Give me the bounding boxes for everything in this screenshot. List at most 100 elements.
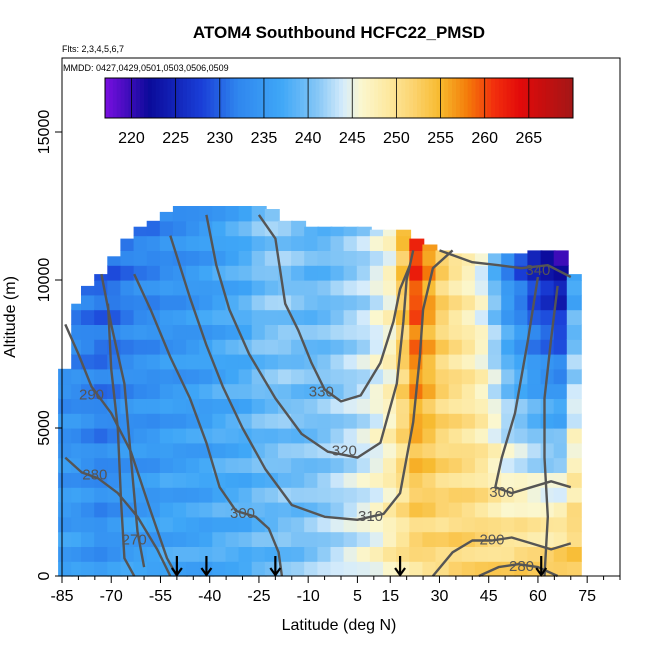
heat-cell bbox=[514, 280, 530, 296]
heat-cell bbox=[540, 457, 556, 473]
heat-cell bbox=[435, 280, 451, 296]
heat-cell bbox=[553, 546, 569, 562]
heat-cell bbox=[330, 309, 346, 325]
heat-cell bbox=[81, 487, 96, 503]
colorbar-tick-label: 245 bbox=[339, 130, 366, 147]
heat-cell bbox=[291, 220, 307, 237]
colorbar-swatch bbox=[444, 78, 449, 118]
heat-cell bbox=[133, 442, 149, 459]
heat-cell bbox=[238, 472, 254, 488]
heat-cell bbox=[540, 309, 556, 325]
heat-cell bbox=[448, 487, 464, 503]
x-tick-label: 5 bbox=[353, 588, 362, 605]
heat-cell bbox=[199, 280, 215, 296]
heat-cell bbox=[409, 546, 425, 562]
colorbar-swatch bbox=[417, 78, 422, 118]
heat-cell bbox=[146, 472, 162, 488]
heat-cell bbox=[251, 324, 267, 340]
heat-cell bbox=[488, 398, 503, 414]
colorbar-swatch bbox=[128, 78, 133, 118]
heat-cell bbox=[186, 516, 202, 533]
heat-cell bbox=[461, 339, 477, 355]
heat-cell bbox=[58, 546, 74, 562]
heat-cell bbox=[159, 487, 175, 503]
heat-cell bbox=[356, 235, 372, 251]
heat-cell bbox=[172, 457, 188, 473]
heat-cell bbox=[264, 324, 280, 340]
heat-column bbox=[448, 253, 464, 577]
colorbar-swatch bbox=[105, 78, 110, 118]
colorbar-swatch bbox=[526, 78, 531, 118]
colorbar-swatch bbox=[190, 78, 196, 118]
heat-cell bbox=[120, 324, 136, 340]
heat-cell bbox=[81, 309, 96, 325]
heat-cell bbox=[172, 235, 188, 251]
heat-column bbox=[317, 226, 333, 577]
heat-cell bbox=[488, 413, 503, 429]
heat-cell bbox=[317, 226, 333, 237]
heat-cell bbox=[212, 339, 228, 355]
colorbar-swatch bbox=[155, 78, 160, 118]
heat-cell bbox=[474, 309, 490, 325]
colorbar-swatch bbox=[214, 78, 219, 118]
heat-cell bbox=[501, 294, 517, 311]
heat-cell bbox=[317, 546, 333, 562]
heat-cell bbox=[172, 413, 188, 429]
heat-column bbox=[186, 206, 202, 577]
heat-cell bbox=[461, 502, 477, 518]
heat-cell bbox=[527, 324, 543, 340]
heat-cell bbox=[474, 339, 490, 355]
heat-cell bbox=[369, 531, 385, 547]
y-tick-label: 0 bbox=[36, 571, 53, 580]
heat-cell bbox=[317, 561, 333, 577]
heat-cell bbox=[238, 280, 254, 296]
colorbar-swatch bbox=[420, 78, 426, 118]
heat-cell bbox=[566, 472, 582, 488]
arrow-head bbox=[394, 567, 406, 577]
heat-cell bbox=[225, 487, 241, 503]
heat-cell bbox=[238, 457, 254, 473]
heat-cell bbox=[186, 235, 202, 251]
heat-cell bbox=[58, 428, 74, 444]
heat-cell bbox=[501, 472, 517, 488]
colorbar-swatch bbox=[495, 78, 500, 118]
heat-cell bbox=[81, 457, 96, 473]
heat-cell bbox=[422, 502, 438, 518]
heat-cell bbox=[488, 265, 503, 281]
heat-cell bbox=[172, 309, 188, 325]
heat-cell bbox=[488, 309, 503, 325]
heat-cell bbox=[369, 265, 385, 281]
heat-column bbox=[58, 368, 74, 577]
colorbar-swatch bbox=[159, 78, 164, 118]
heat-cell bbox=[343, 280, 359, 296]
heat-cell bbox=[304, 226, 320, 237]
heat-cell bbox=[488, 383, 503, 399]
heat-cell bbox=[317, 250, 333, 266]
heat-cell bbox=[94, 413, 110, 429]
colorbar-swatch bbox=[171, 78, 176, 118]
heat-cell bbox=[291, 472, 307, 488]
heat-cell bbox=[330, 226, 346, 237]
heat-cell bbox=[527, 502, 543, 518]
colorbar-swatch bbox=[315, 78, 320, 118]
heat-cell bbox=[553, 502, 569, 518]
heat-cell bbox=[133, 413, 149, 429]
heat-column bbox=[251, 206, 267, 577]
heat-cell bbox=[317, 502, 333, 518]
heat-cell bbox=[212, 309, 228, 325]
heat-cell bbox=[422, 561, 438, 577]
heat-cell bbox=[94, 442, 110, 459]
colorbar-swatch bbox=[225, 78, 231, 118]
x-tick-label: 60 bbox=[529, 588, 547, 605]
heat-cell bbox=[566, 274, 582, 281]
heat-column bbox=[474, 253, 490, 577]
colorbar-swatch bbox=[253, 78, 258, 118]
heat-cell bbox=[540, 265, 556, 281]
colorbar-swatch bbox=[280, 78, 285, 118]
x-tick-label: -70 bbox=[100, 588, 123, 605]
heat-cell bbox=[488, 324, 503, 340]
colorbar-swatch bbox=[206, 78, 211, 118]
colorbar-swatch bbox=[569, 78, 574, 118]
heat-column bbox=[343, 226, 359, 577]
heat-cell bbox=[291, 235, 307, 251]
